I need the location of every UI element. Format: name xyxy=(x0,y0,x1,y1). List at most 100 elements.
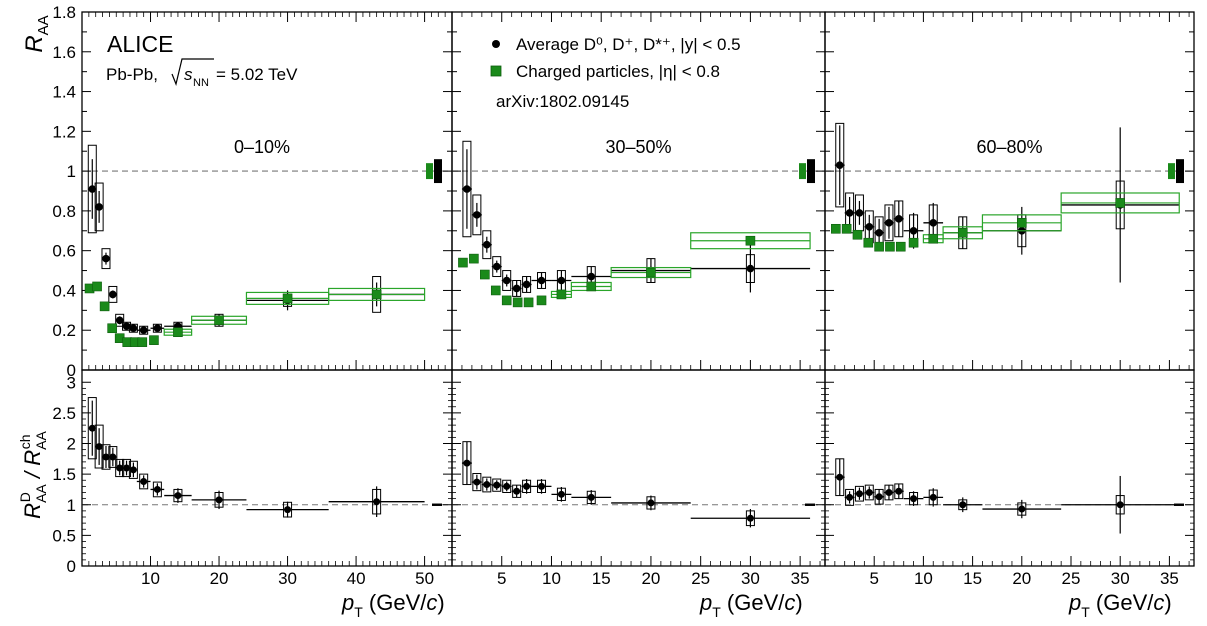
charged-marker xyxy=(149,335,159,345)
charged-marker xyxy=(928,233,939,244)
y-tick-label-bottom: 3 xyxy=(67,373,76,392)
x-tick-label: 10 xyxy=(914,569,933,588)
centrality-label: 30–50% xyxy=(605,137,671,157)
charged-marker xyxy=(885,241,895,252)
d-marker xyxy=(557,276,566,285)
y-tick-label-top: 1.8 xyxy=(52,3,76,22)
ratio-marker xyxy=(865,489,873,496)
norm-uncertainty-charged xyxy=(1168,163,1175,180)
d-marker xyxy=(845,209,854,217)
ratio-marker xyxy=(102,453,110,461)
panels: 0 0.2 0.4 0.6 0.8 1 1.2 1.4 1.6 1.8 0 0.5 1 1.5 2 2.5 3 1… xyxy=(52,3,1195,588)
ratio-syst-box xyxy=(87,397,97,460)
charged-marker xyxy=(512,297,523,308)
panel-3: 5 10 15 20 25 30 35 60–80% xyxy=(824,11,1195,588)
panel-2: 5 10 15 20 25 30 35 30–50% xyxy=(451,11,826,588)
charged-marker xyxy=(586,281,597,292)
charged-marker xyxy=(831,223,841,234)
charged-marker xyxy=(371,289,382,300)
ratio-marker xyxy=(174,492,182,500)
legend-ch-marker xyxy=(490,65,502,77)
ratio-marker xyxy=(284,506,292,514)
norm-uncertainty-ratio xyxy=(805,503,815,506)
legend-d-label: Average D⁰, D⁺, D*⁺, |y| < 0.5 xyxy=(516,35,741,54)
d-marker xyxy=(855,209,864,217)
charged-marker xyxy=(908,237,919,248)
reference-label: arXiv:1802.09145 xyxy=(496,92,629,111)
charged-marker xyxy=(874,241,884,252)
d-marker xyxy=(88,185,97,193)
x-tick-label: 20 xyxy=(210,569,229,588)
d-marker xyxy=(129,324,138,333)
y-tick-label-top: 1 xyxy=(67,162,76,181)
panel-1: 0 0.2 0.4 0.6 0.8 1 1.2 1.4 1.6 1.8 0 0.5 1 1.5 2 2.5 3 1… xyxy=(52,3,453,588)
x-tick-label: 10 xyxy=(542,569,561,588)
y-tick-label-top: 0 xyxy=(67,361,76,380)
x-tick-label: 25 xyxy=(1062,569,1081,588)
ratio-marker xyxy=(885,489,893,496)
ratio-marker xyxy=(538,482,546,490)
ratio-marker xyxy=(503,482,511,490)
ratio-marker xyxy=(910,495,918,503)
legend-d-marker xyxy=(492,40,500,48)
d-syst-box xyxy=(108,285,118,303)
d-marker xyxy=(929,219,938,227)
d-marker xyxy=(865,223,874,231)
ratio-marker xyxy=(929,493,937,501)
norm-uncertainty-charged xyxy=(799,163,806,180)
ratio-marker xyxy=(746,514,754,522)
d-marker xyxy=(102,254,110,263)
sqrt-sub: NN xyxy=(193,77,209,89)
charged-marker xyxy=(646,267,656,278)
ratio-marker xyxy=(1018,505,1026,513)
charged-marker xyxy=(92,281,102,292)
ratio-marker xyxy=(123,464,131,472)
y-tick-label-bottom: 2 xyxy=(67,435,76,454)
x-tick-label: 15 xyxy=(592,569,611,588)
ratio-syst-box xyxy=(94,424,104,469)
ratio-marker xyxy=(846,493,854,501)
svg-text:pT (GeV/c): pT (GeV/c) xyxy=(1068,590,1172,620)
d-marker xyxy=(512,284,521,293)
ratio-marker xyxy=(647,499,655,507)
d-marker xyxy=(139,326,148,335)
charged-marker xyxy=(1016,218,1027,228)
y-tick-label-bottom: 1.5 xyxy=(52,465,76,484)
ratio-marker xyxy=(373,498,381,506)
svg-text:pT (GeV/c): pT (GeV/c) xyxy=(699,590,803,620)
d-marker xyxy=(95,203,103,211)
sqrt-sign xyxy=(171,58,214,86)
x-tick-label: 50 xyxy=(415,569,434,588)
y-tick-label-top: 1.2 xyxy=(52,122,76,141)
d-marker xyxy=(746,264,755,273)
x-tick-label: 10 xyxy=(141,569,160,588)
charged-marker xyxy=(556,289,567,300)
energy-label: Pb-Pb, s NN = 5.02 TeV xyxy=(106,58,298,89)
ratio-marker xyxy=(895,487,903,495)
experiment-label: ALICE xyxy=(107,31,173,57)
ratio-marker xyxy=(140,477,148,485)
y-tick-label-top: 0.6 xyxy=(52,242,76,261)
charged-marker xyxy=(282,293,293,304)
d-marker xyxy=(885,219,893,227)
ratio-marker xyxy=(463,459,471,467)
d-marker xyxy=(109,290,117,299)
d-marker xyxy=(909,226,918,235)
top-frame xyxy=(824,11,1195,371)
x-tick-label: 25 xyxy=(691,569,710,588)
d-marker xyxy=(483,240,491,249)
ratio-marker xyxy=(587,493,595,501)
svg-text:pT (GeV/c): pT (GeV/c) xyxy=(341,590,445,620)
charged-marker xyxy=(173,327,183,338)
ratio-marker xyxy=(129,466,137,474)
x-tick-label: 5 xyxy=(497,569,506,588)
bottom-frame xyxy=(451,369,826,567)
charged-marker xyxy=(841,223,852,234)
y-tick-label-bottom: 0.5 xyxy=(52,526,76,545)
d-marker xyxy=(122,322,131,331)
x-tick-label: 35 xyxy=(1160,569,1179,588)
x-axis-title-1: pT (GeV/c) xyxy=(341,590,445,620)
charged-marker xyxy=(852,229,863,240)
ratio-syst-box xyxy=(108,446,118,468)
